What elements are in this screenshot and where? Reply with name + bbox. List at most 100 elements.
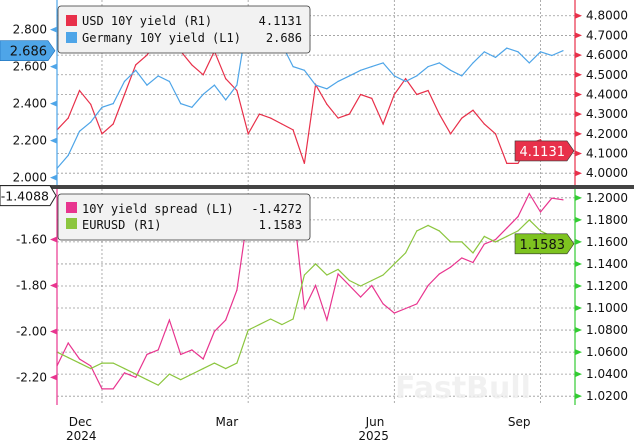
spread-marker-tag — [0, 185, 57, 207]
data-point — [461, 257, 463, 259]
data-point — [371, 97, 373, 100]
data-point — [202, 93, 204, 95]
left-tick-mark — [50, 100, 57, 107]
last-value-label-right: 1.1583 — [520, 238, 566, 253]
right-tick-mark — [575, 32, 582, 39]
data-point — [78, 130, 81, 132]
data-point — [78, 358, 81, 360]
right-tick-label: 4.4000 — [586, 87, 628, 101]
data-point — [157, 349, 159, 351]
legend-swatch-spread — [66, 202, 77, 213]
legend-bottom: 10Y yield spread (L1) -1.4272 EURUSD (R1… — [57, 193, 311, 241]
data-point — [461, 75, 463, 77]
data-point — [337, 80, 339, 82]
right-tick-mark — [575, 71, 582, 78]
right-tick-mark — [575, 170, 582, 177]
legend-label-eurusd: EURUSD (R1) — [82, 218, 161, 232]
data-point — [146, 379, 148, 381]
data-point — [360, 69, 362, 71]
data-point — [416, 93, 418, 96]
left-tick-mark — [50, 63, 57, 70]
data-point — [517, 162, 519, 164]
data-point — [528, 192, 530, 195]
data-point — [315, 263, 317, 265]
right-tick-label: 1.0200 — [586, 389, 628, 403]
data-point — [168, 80, 171, 82]
left-tick-label: -2.20 — [16, 370, 47, 384]
data-point — [506, 47, 508, 49]
left-tick-label: 2.800 — [13, 23, 47, 37]
legend-value-usd: 4.1131 — [259, 14, 302, 28]
right-tick-mark — [575, 282, 582, 289]
data-point — [123, 93, 126, 96]
data-point — [539, 139, 542, 141]
x-tick-year: 2024 — [66, 429, 97, 442]
data-point — [101, 133, 103, 135]
data-point — [225, 368, 227, 370]
data-point — [236, 362, 238, 364]
right-tick-mark — [575, 111, 582, 118]
data-point — [382, 274, 384, 276]
series-line-germany — [56, 13, 564, 169]
data-point — [427, 89, 429, 92]
right-tick-mark — [575, 52, 582, 59]
right-tick-label: 1.0800 — [586, 323, 628, 337]
right-tick-mark — [575, 238, 582, 245]
data-point — [360, 93, 362, 96]
right-tick-mark — [575, 130, 582, 137]
data-point — [112, 123, 114, 125]
data-point — [348, 284, 350, 287]
data-point — [90, 365, 92, 367]
right-tick-label: 1.1800 — [586, 213, 628, 227]
right-tick-mark — [575, 371, 582, 378]
right-tick-mark — [575, 305, 582, 312]
right-tick-mark — [575, 194, 582, 201]
data-point — [101, 388, 103, 390]
data-point — [438, 273, 440, 275]
right-tick-label: 1.1600 — [586, 235, 628, 249]
data-point — [202, 74, 204, 76]
data-point — [472, 109, 474, 111]
data-point — [427, 224, 429, 226]
right-tick-mark — [575, 327, 582, 334]
data-point — [191, 373, 193, 375]
data-point — [191, 64, 193, 66]
right-tick-label: 4.8000 — [586, 9, 628, 23]
data-point — [135, 69, 137, 71]
data-point — [393, 75, 395, 77]
data-point — [123, 368, 126, 370]
data-point — [247, 133, 249, 135]
data-point — [135, 376, 137, 379]
data-point — [483, 51, 485, 53]
data-point — [371, 66, 373, 68]
right-tick-label: 1.0600 — [586, 345, 628, 359]
data-point — [472, 261, 474, 264]
right-tick-label: 4.7000 — [586, 28, 628, 42]
data-point — [461, 117, 463, 119]
data-point — [348, 279, 350, 282]
data-point — [292, 129, 294, 131]
panel-separator[interactable] — [0, 185, 634, 189]
data-point — [483, 235, 485, 237]
right-tick-label: 1.1200 — [586, 279, 628, 293]
data-point — [562, 199, 564, 201]
legend-top: USD 10Y yield (R1) 4.1131 Germany 10Y yi… — [57, 5, 311, 54]
right-tick-label: 1.1000 — [586, 301, 628, 315]
data-point — [551, 197, 553, 199]
legend-label-usd: USD 10Y yield (R1) — [82, 14, 212, 28]
right-tick-label: 4.1000 — [586, 147, 628, 161]
data-point — [67, 357, 69, 359]
data-point — [483, 243, 485, 245]
right-tick-mark — [575, 393, 582, 400]
x-tick-label: Jun — [365, 415, 385, 429]
left-tick-mark — [50, 236, 57, 243]
data-point — [225, 99, 227, 101]
data-point — [371, 279, 373, 282]
x-tick-year: 2025 — [358, 429, 389, 442]
last-value-label-right: 4.1131 — [520, 145, 566, 160]
left-tick-mark — [50, 26, 57, 33]
data-point — [360, 285, 362, 287]
data-point — [123, 372, 126, 374]
left-tick-label: -1.80 — [16, 279, 47, 293]
